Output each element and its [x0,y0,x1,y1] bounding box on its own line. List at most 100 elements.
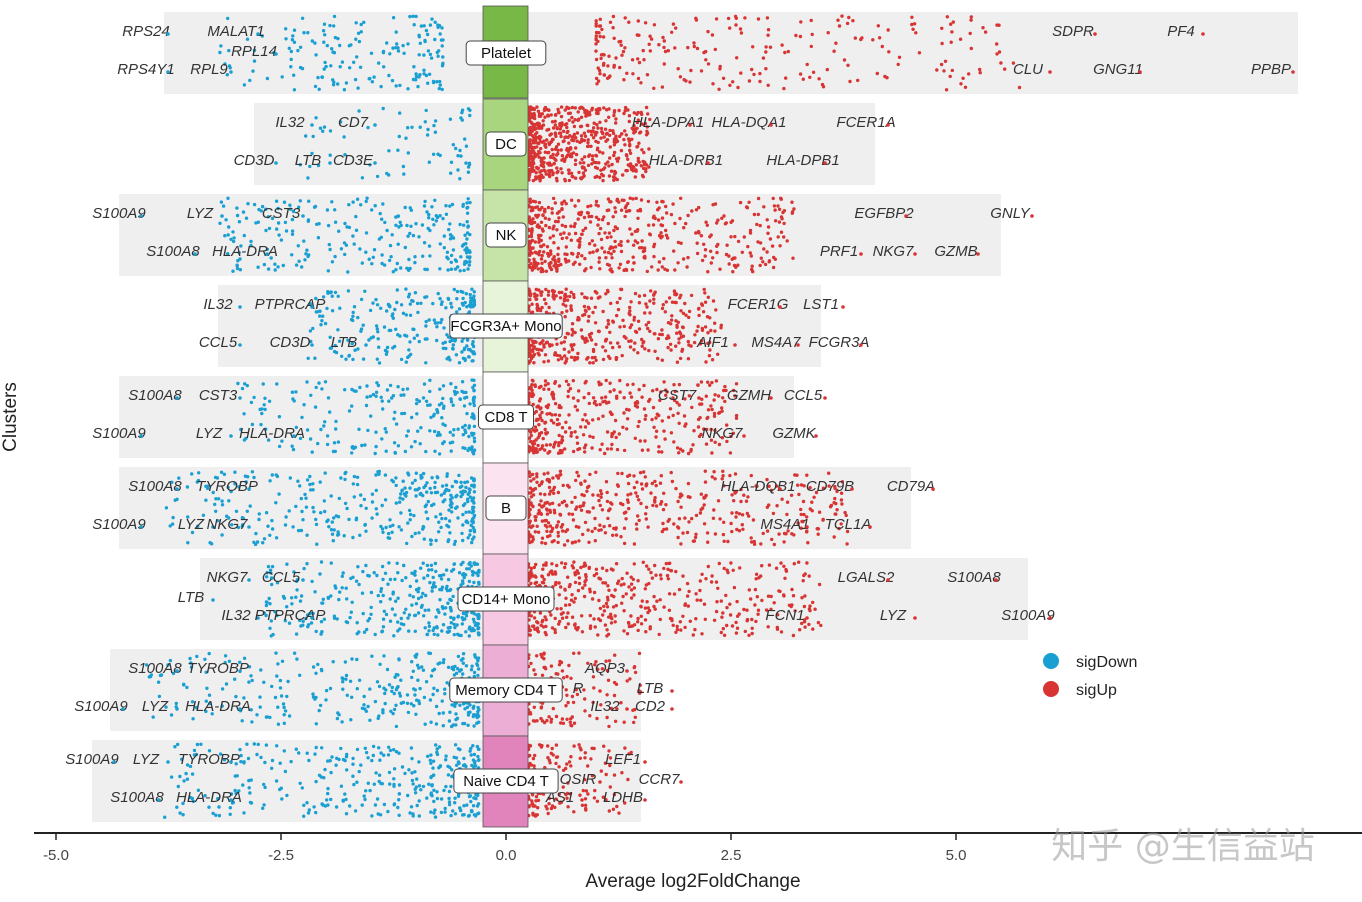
data-point [751,518,756,522]
data-point [636,424,640,429]
data-point [700,632,704,636]
data-point [456,427,460,431]
data-point [669,318,674,322]
data-point [533,260,537,264]
data-point [603,349,608,353]
data-point [554,112,558,117]
data-point [635,241,640,245]
data-point [423,295,427,299]
data-point [777,532,781,536]
data-point [675,624,679,629]
data-point [593,526,597,531]
data-point [601,400,605,404]
data-point [656,337,661,341]
data-point [780,217,784,221]
data-point [613,176,617,180]
data-point [364,199,368,204]
data-point [651,503,655,508]
data-point [345,597,349,601]
data-point [324,64,328,69]
data-point [641,560,645,564]
data-point [613,418,618,423]
data-point [328,129,333,133]
data-point [576,118,580,123]
data-point [612,113,616,118]
data-point [547,161,552,165]
data-point [584,573,588,577]
data-point [537,174,541,178]
data-point [626,157,630,161]
data-point [729,521,733,526]
data-point [556,520,561,524]
data-point [448,587,453,592]
data-point [455,493,459,498]
data-point [342,534,346,538]
data-point [614,140,618,144]
data-point [655,412,659,416]
data-point [833,486,837,491]
data-point [327,525,331,529]
data-point [650,265,654,269]
data-point [410,534,414,539]
data-point [606,250,611,255]
data-point [344,357,348,361]
data-point [644,169,648,174]
data-point [331,660,335,664]
data-point [594,215,599,219]
data-point [398,111,402,115]
data-point [477,720,481,724]
data-point [535,480,539,484]
data-point [614,435,618,440]
data-point [637,301,642,305]
data-point [601,345,605,349]
data-point [380,399,384,403]
data-point [452,616,456,620]
data-point [440,516,444,521]
data-point [567,413,571,417]
data-point [450,510,454,514]
data-point [455,289,460,294]
data-point [535,105,539,109]
data-point [547,254,551,258]
data-point [589,265,593,270]
data-point [422,204,427,208]
data-point [436,476,440,480]
data-point [572,295,576,300]
data-point [543,216,548,220]
data-point [910,15,914,19]
data-point [555,228,559,232]
data-point [667,296,672,300]
data-point [597,498,601,503]
data-point [444,346,448,351]
data-point [564,245,568,249]
data-point [362,703,366,707]
data-point [627,506,631,511]
data-point [555,563,559,568]
data-point [306,254,310,259]
data-point [615,447,620,452]
data-point [583,450,587,454]
data-point [613,206,617,210]
data-point [380,630,384,634]
data-point [636,76,641,81]
data-point [421,668,426,672]
data-point [214,509,218,513]
data-point [412,336,416,340]
data-point [405,693,410,697]
data-point [380,503,384,508]
data-point [676,240,681,245]
data-point [538,397,543,401]
data-point [806,541,810,545]
data-point [435,433,440,438]
data-point [460,110,464,115]
data-point [799,526,803,530]
data-point [321,314,325,318]
data-point [361,569,365,574]
data-point [643,475,647,479]
data-point [464,161,468,165]
data-point [604,119,608,123]
data-point [569,224,573,228]
data-point [269,634,273,638]
data-point [386,302,391,307]
data-point [544,431,548,435]
